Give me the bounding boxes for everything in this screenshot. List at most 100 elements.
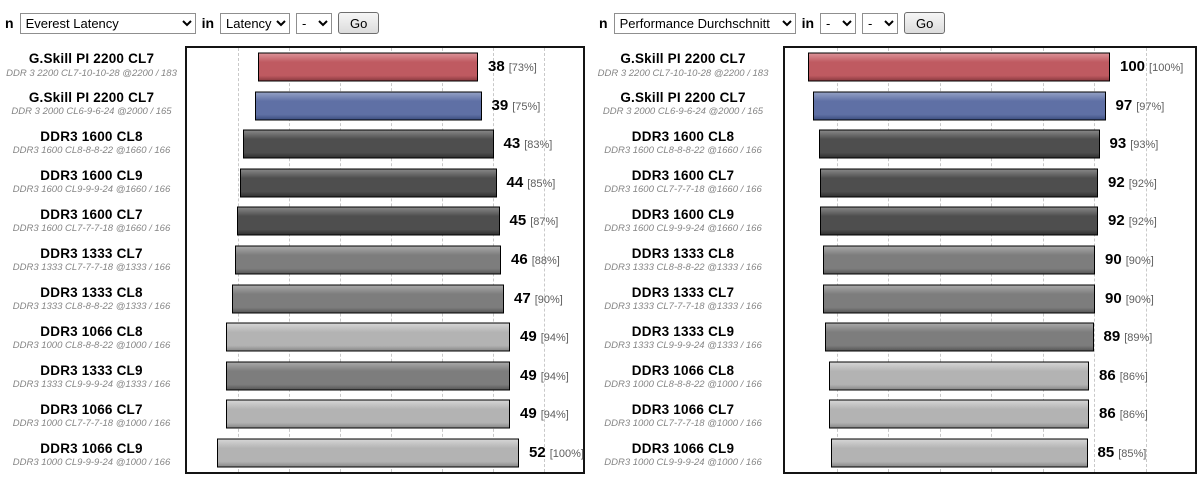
- bar-value: 45 [87%]: [510, 213, 559, 229]
- performance-chart-labels: G.Skill PI 2200 CL7 DDR 3 2200 CL7-10-10-…: [585, 46, 781, 474]
- bar-value-number: 97: [1115, 96, 1133, 114]
- bar-value: 39 [75%]: [492, 98, 541, 114]
- bar-value-number: 85: [1097, 443, 1115, 461]
- value-bar: [829, 399, 1089, 429]
- bar-value-number: 39: [491, 96, 509, 114]
- bar-row: 97 [97%]: [785, 87, 1195, 126]
- go-button-latency[interactable]: Go: [338, 12, 380, 34]
- row-label: DDR3 1066 CL9: [40, 440, 143, 456]
- row-sublabel: DDR3 1000 CL9-9-9-24 @1000 / 166: [12, 456, 171, 468]
- row-label-block: DDR3 1600 CL9 DDR3 1600 CL9-9-9-24 @1660 …: [585, 202, 781, 241]
- bar-value-number: 38: [488, 58, 505, 76]
- row-label: DDR3 1066 CL7: [40, 401, 143, 417]
- row-label-block: G.Skill PI 2200 CL7 DDR 3 2000 CL6-9-6-24…: [0, 85, 183, 124]
- row-label: DDR3 1600 CL7: [40, 207, 143, 223]
- row-sublabel: DDR3 1000 CL8-8-8-22 @1000 / 166: [604, 378, 762, 390]
- row-label: G.Skill PI 2200 CL7: [620, 90, 746, 106]
- row-label: DDR3 1333 CL7: [40, 245, 143, 261]
- subfilter-select-latency[interactable]: -: [296, 12, 333, 34]
- value-bar: [823, 284, 1095, 314]
- bar-value-percent: [94%]: [540, 332, 569, 345]
- bar-value: 47 [90%]: [514, 291, 563, 307]
- row-label: DDR3 1066 CL7: [631, 401, 735, 417]
- row-label-block: DDR3 1600 CL7 DDR3 1600 CL7-7-7-18 @1660 …: [0, 202, 183, 241]
- bar-value: 92 [92%]: [1108, 213, 1157, 229]
- bar-value-number: 92: [1108, 212, 1125, 230]
- go-button-performance[interactable]: Go: [904, 12, 946, 34]
- value-bar: [254, 91, 482, 121]
- filter1-select-performance[interactable]: -: [820, 12, 857, 34]
- bar-value-percent: [86%]: [1119, 409, 1148, 422]
- bar-value-percent: [94%]: [540, 370, 569, 383]
- bar-value-number: 86: [1099, 405, 1116, 423]
- value-bar: [808, 52, 1110, 82]
- bar-value-percent: [85%]: [1118, 447, 1147, 460]
- row-label-block: DDR3 1600 CL8 DDR3 1600 CL8-8-8-22 @1660 …: [585, 124, 781, 163]
- row-sublabel: DDR 3 2000 CL6-9-6-24 @2000 / 165: [11, 106, 172, 118]
- bar-value-number: 43: [503, 135, 521, 153]
- value-bar: [818, 129, 1100, 159]
- value-bar: [812, 91, 1106, 121]
- bar-value: 38 [73%]: [488, 59, 537, 75]
- row-sublabel: DDR3 1333 CL9-9-9-24 @1333 / 166: [12, 378, 171, 390]
- bar-value: 49 [94%]: [520, 329, 569, 345]
- bar-row: 100 [100%]: [785, 48, 1195, 87]
- bar-value-percent: [87%]: [530, 216, 559, 229]
- row-sublabel: DDR3 1333 CL8-8-8-22 @1333 / 166: [604, 262, 762, 274]
- row-label-block: DDR3 1600 CL8 DDR3 1600 CL8-8-8-22 @1660 …: [0, 124, 183, 163]
- filter-toolbar-latency: n Everest Latency in Latency - Go: [5, 12, 380, 34]
- bar-value-percent: [73%]: [508, 62, 537, 75]
- bar-row: 43 [83%]: [187, 125, 583, 164]
- bar-value-percent: [90%]: [1125, 255, 1154, 267]
- value-bar: [232, 284, 504, 314]
- row-sublabel: DDR3 1600 CL7-7-7-18 @1660 / 166: [12, 223, 171, 235]
- bar-row: 92 [92%]: [785, 164, 1195, 203]
- benchmark-select-latency[interactable]: Everest Latency: [19, 12, 196, 34]
- bar-row: 86 [86%]: [785, 356, 1195, 395]
- bar-value-percent: [93%]: [1130, 139, 1159, 152]
- bar-row: 44 [85%]: [187, 164, 583, 203]
- value-bar: [236, 206, 500, 236]
- bar-value: 85 [85%]: [1098, 445, 1147, 461]
- bar-value-percent: [75%]: [512, 100, 541, 113]
- row-sublabel: DDR3 1000 CL8-8-8-22 @1000 / 166: [12, 339, 171, 351]
- bar-value-number: 93: [1109, 135, 1127, 153]
- row-label: DDR3 1333 CL7: [631, 284, 735, 300]
- bar-value-percent: [90%]: [534, 293, 563, 306]
- benchmark-select-performance[interactable]: Performance Durchschnitt: [613, 12, 796, 34]
- row-sublabel: DDR3 1000 CL9-9-9-24 @1000 / 166: [604, 456, 762, 468]
- bar-row: 38 [73%]: [187, 48, 583, 87]
- value-bar: [824, 322, 1094, 352]
- latency-chart-plot: 38 [73%] 39 [75%] 43 [83%] 44 [85%] 45 [87%] 46 [88…: [185, 46, 585, 474]
- in-label: in: [201, 15, 215, 31]
- bar-value-percent: [85%]: [527, 177, 556, 190]
- bar-row: 85 [85%]: [785, 433, 1195, 472]
- filter2-select-performance[interactable]: -: [862, 12, 899, 34]
- bar-value-number: 49: [520, 366, 537, 384]
- bar-value-percent: [100%]: [549, 447, 584, 460]
- bar-value-number: 92: [1108, 173, 1125, 191]
- bar-value: 100 [100%]: [1120, 59, 1183, 75]
- toolbar-prefix-label: n: [5, 15, 14, 31]
- bar-value-number: 100: [1120, 58, 1146, 76]
- row-label-block: DDR3 1333 CL8 DDR3 1333 CL8-8-8-22 @1333 …: [0, 279, 183, 318]
- bar-value-number: 52: [529, 443, 546, 461]
- row-label-block: G.Skill PI 2200 CL7 DDR 3 2200 CL7-10-10-…: [0, 46, 183, 85]
- row-label-block: DDR3 1333 CL9 DDR3 1333 CL9-9-9-24 @1333 …: [585, 318, 781, 357]
- row-sublabel: DDR3 1600 CL9-9-9-24 @1660 / 166: [604, 223, 762, 235]
- bar-row: 90 [90%]: [785, 241, 1195, 280]
- row-label: DDR3 1333 CL8: [40, 284, 143, 300]
- bar-value-percent: [90%]: [1125, 293, 1154, 306]
- value-bar: [217, 438, 519, 468]
- row-label-block: DDR3 1333 CL7 DDR3 1333 CL7-7-7-18 @1333 …: [0, 241, 183, 280]
- row-sublabel: DDR3 1000 CL7-7-7-18 @1000 / 166: [12, 417, 171, 429]
- category-select-latency[interactable]: Latency: [220, 12, 291, 34]
- row-label-block: DDR3 1600 CL7 DDR3 1600 CL7-7-7-18 @1660 …: [585, 163, 781, 202]
- bar-value-number: 47: [514, 289, 531, 307]
- bar-value-percent: [97%]: [1136, 100, 1165, 113]
- bar-value-percent: [86%]: [1119, 370, 1148, 383]
- bar-value-number: 49: [520, 405, 537, 423]
- row-sublabel: DDR3 1000 CL7-7-7-18 @1000 / 166: [604, 417, 762, 429]
- bar-value: 46 [88%]: [511, 252, 560, 268]
- bar-value: 52 [100%]: [529, 445, 584, 461]
